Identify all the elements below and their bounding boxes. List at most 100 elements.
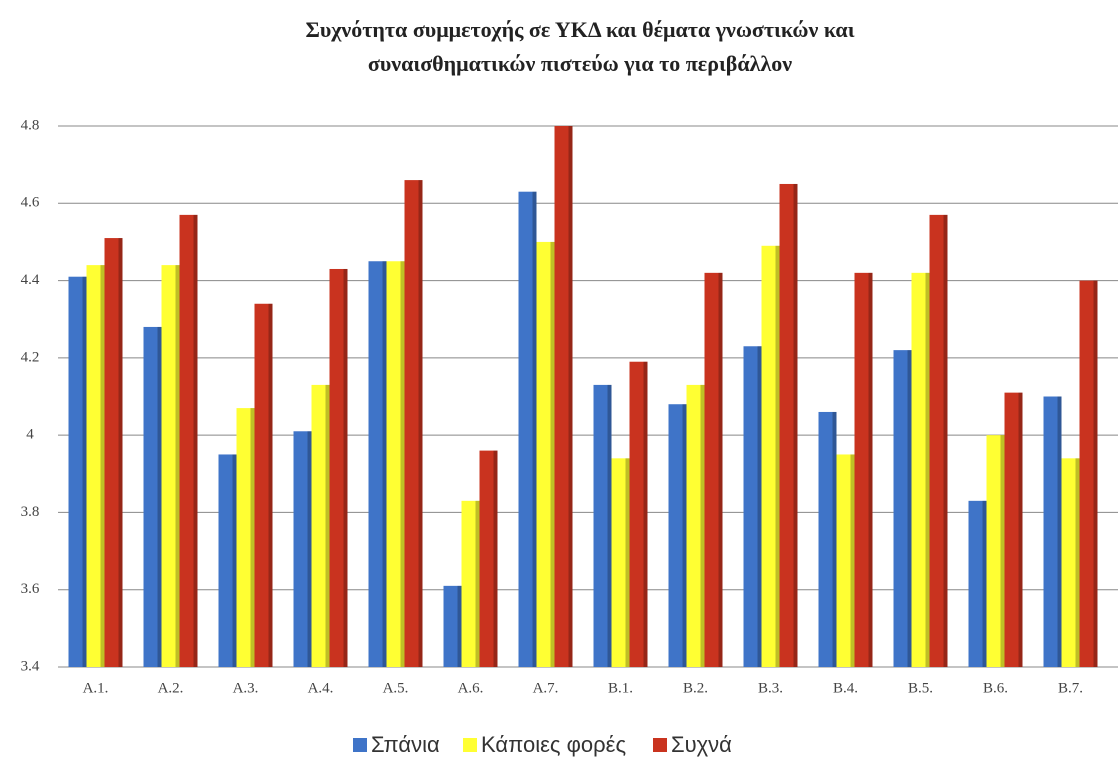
bar — [1043, 396, 1062, 667]
bar-shade — [307, 431, 312, 667]
x-tick-label: A.2. — [158, 680, 184, 696]
x-tick-label: B.1. — [608, 680, 633, 696]
bar — [1061, 458, 1080, 667]
bar-shade — [325, 384, 330, 667]
bar — [743, 346, 762, 667]
legend-swatch — [463, 738, 477, 752]
bar — [161, 265, 180, 667]
x-tick-label: B.7. — [1058, 680, 1083, 696]
bar-shade — [907, 350, 912, 667]
bar-shade — [1000, 435, 1005, 667]
bar — [143, 326, 162, 667]
bar-shade — [625, 458, 630, 667]
bar-shade — [982, 500, 987, 667]
bar-shade — [82, 276, 87, 667]
bar-shade — [925, 272, 930, 667]
bar — [818, 411, 837, 667]
bar-shade — [832, 411, 837, 667]
y-tick-label: 3.6 — [21, 581, 40, 597]
bar-shade — [682, 404, 687, 667]
x-tick-label: B.4. — [833, 680, 858, 696]
bar — [479, 450, 498, 667]
bar-shade — [850, 454, 855, 667]
bar-shade — [1075, 458, 1080, 667]
bar-shade — [1018, 392, 1023, 667]
y-tick-label: 4.6 — [21, 195, 40, 211]
x-tick-label: B.3. — [758, 680, 783, 696]
bar-shade — [250, 408, 255, 667]
bar-shade — [868, 272, 873, 667]
bar — [929, 214, 948, 667]
y-tick-label: 4 — [26, 427, 34, 443]
y-tick-label: 4.4 — [21, 272, 40, 288]
chart-title: συναισθηματικών πιστεύω για το περιβάλλο… — [368, 51, 792, 76]
bar — [854, 272, 873, 667]
y-tick-label: 3.8 — [21, 504, 40, 520]
x-tick-label: A.1. — [83, 680, 109, 696]
legend-swatch — [353, 738, 367, 752]
bar-shade — [118, 238, 123, 668]
y-tick-label: 4.8 — [21, 117, 40, 133]
bar-shade — [943, 214, 948, 667]
bar-shade — [493, 450, 498, 667]
bar — [461, 500, 480, 667]
bar — [254, 303, 273, 667]
bar-shade — [607, 384, 612, 667]
bar — [554, 126, 573, 667]
bar — [1079, 280, 1098, 667]
bar — [218, 454, 237, 667]
bar-shade — [643, 361, 648, 667]
bar — [179, 214, 198, 667]
bar-shade — [382, 261, 387, 667]
bar-shade — [700, 384, 705, 667]
bar — [1004, 392, 1023, 667]
bar — [761, 245, 780, 668]
bar — [968, 500, 987, 667]
bar-shade — [568, 126, 573, 667]
bar-shade — [532, 191, 537, 667]
legend-label: Σπάνια — [371, 732, 440, 757]
bar — [368, 261, 387, 667]
bar — [404, 180, 423, 667]
bar — [593, 384, 612, 667]
bar-shade — [157, 326, 162, 667]
x-tick-label: B.6. — [983, 680, 1008, 696]
bar — [779, 183, 798, 667]
bar — [668, 404, 687, 667]
x-tick-label: A.6. — [458, 680, 484, 696]
y-tick-label: 3.4 — [21, 658, 40, 674]
x-tick-label: A.4. — [308, 680, 334, 696]
x-tick-label: B.5. — [908, 680, 933, 696]
bar-shade — [193, 214, 198, 667]
legend-label: Κάποιες φορές — [481, 732, 626, 757]
bar — [536, 241, 555, 667]
bar — [986, 435, 1005, 667]
bar — [86, 265, 105, 667]
chart-title: Συχνότητα συμμετοχής σε ΥΚΔ και θέματα γ… — [305, 17, 854, 42]
bar-shade — [475, 500, 480, 667]
bar-shade — [457, 585, 462, 667]
bar-shade — [400, 261, 405, 667]
legend-label: Συχνά — [671, 732, 732, 757]
legend-swatch — [653, 738, 667, 752]
bar-shade — [100, 265, 105, 667]
bar-shade — [1093, 280, 1098, 667]
bar — [293, 431, 312, 667]
y-tick-label: 4.2 — [21, 349, 40, 365]
x-tick-label: A.3. — [233, 680, 259, 696]
x-tick-label: A.5. — [383, 680, 409, 696]
bar-shade — [1057, 396, 1062, 667]
bar — [386, 261, 405, 667]
bar-shade — [550, 241, 555, 667]
bar — [104, 238, 123, 668]
x-tick-label: A.7. — [533, 680, 559, 696]
bar — [518, 191, 537, 667]
bar-shade — [775, 245, 780, 668]
bar — [836, 454, 855, 667]
bar-shade — [175, 265, 180, 667]
bar — [611, 458, 630, 667]
bar — [68, 276, 87, 667]
bar-shade — [418, 180, 423, 667]
bar — [686, 384, 705, 667]
